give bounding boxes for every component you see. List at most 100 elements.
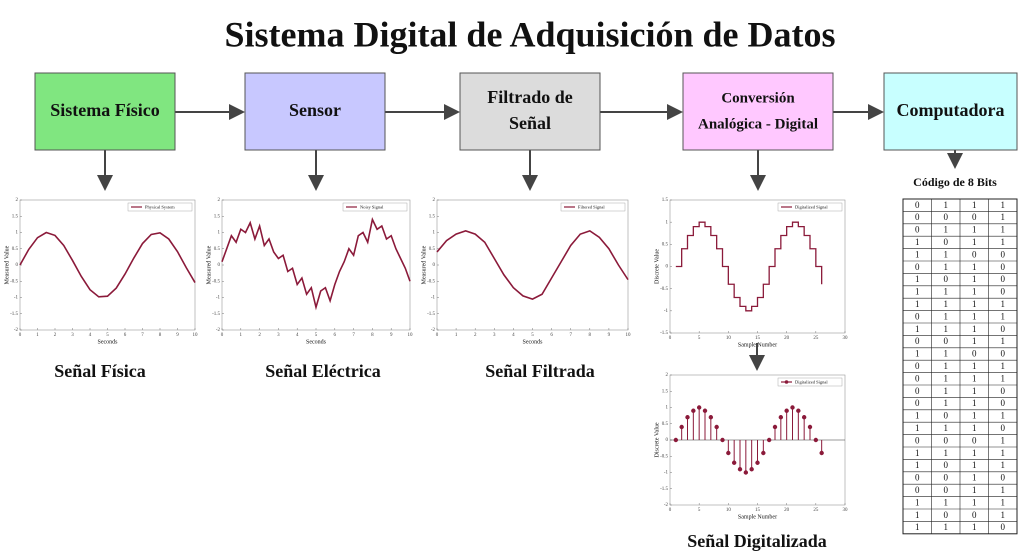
bit-cell: 1 <box>915 287 920 297</box>
x-tick-label: 3 <box>493 333 496 338</box>
stem-marker <box>766 437 772 443</box>
y-tick-label: -2 <box>216 328 221 333</box>
x-tick-label: 1 <box>36 333 39 338</box>
x-tick-label: 30 <box>843 336 849 341</box>
bit-cell: 1 <box>1001 225 1006 235</box>
bit-cell: 1 <box>944 522 949 532</box>
x-tick-label: 10 <box>726 336 732 341</box>
y-tick-label: 0.5 <box>214 247 221 252</box>
bit-cell: 1 <box>1001 373 1006 383</box>
bit-cell: 0 <box>915 386 920 396</box>
bit-cell: 1 <box>972 274 977 284</box>
stem-marker <box>702 408 708 413</box>
bit-cell: 1 <box>915 299 920 309</box>
x-tick-label: 0 <box>221 333 224 338</box>
bit-cell: 1 <box>915 349 920 359</box>
y-tick-label: -0.5 <box>660 287 668 292</box>
y-tick-label: 0.5 <box>662 242 669 247</box>
bit-cell: 1 <box>915 423 920 433</box>
x-tick-label: 1 <box>455 333 458 338</box>
y-tick-label: -1.5 <box>660 331 668 336</box>
bit-cell: 1 <box>915 274 920 284</box>
y-tick-label: -1 <box>431 296 436 301</box>
x-tick-label: 6 <box>550 333 553 338</box>
bit-cell: 1 <box>944 361 949 371</box>
plot-frame <box>436 199 629 331</box>
stem-marker <box>749 467 754 472</box>
y-tick-label: 1.5 <box>662 198 669 203</box>
y-tick-label: 1.5 <box>429 214 436 219</box>
bit-cell: 0 <box>915 361 920 371</box>
bit-cell: 0 <box>915 336 920 346</box>
bit-cell: 0 <box>915 485 920 495</box>
bit-cell: 1 <box>972 200 977 210</box>
bit-cell: 1 <box>1001 448 1006 458</box>
x-tick-label: 4 <box>296 333 299 338</box>
bit-cell: 0 <box>915 311 920 321</box>
bit-cell: 0 <box>944 460 949 470</box>
bit-cell: 0 <box>1001 423 1006 433</box>
bit-cell: 0 <box>1001 262 1006 272</box>
bit-cell: 0 <box>972 435 977 445</box>
y-axis-label: Measured Value <box>421 245 427 284</box>
legend-box <box>127 202 193 212</box>
bit-cell: 0 <box>915 435 920 445</box>
bit-cell: 1 <box>972 373 977 383</box>
bit-cell: 1 <box>972 398 977 408</box>
y-tick-label: 1 <box>666 220 669 225</box>
stem-marker <box>720 437 725 443</box>
bit-cell: 1 <box>972 287 977 297</box>
bit-cell: 1 <box>944 249 949 259</box>
bit-cell: 0 <box>1001 249 1006 259</box>
bit-cell: 1 <box>944 200 949 210</box>
x-tick-label: 20 <box>784 508 790 513</box>
y-tick-label: 2 <box>16 198 19 203</box>
signal-line <box>19 231 196 298</box>
bit-cell: 1 <box>972 423 977 433</box>
bit-cell: 1 <box>1001 510 1006 520</box>
y-tick-label: -1 <box>14 296 19 301</box>
stem-marker <box>790 405 795 410</box>
stem-marker <box>801 415 807 420</box>
bit-cell: 0 <box>915 373 920 383</box>
y-axis-label: Discrete Value <box>654 249 660 284</box>
x-tick-label: 9 <box>176 333 179 338</box>
stair-line <box>675 221 823 312</box>
x-tick-label: 25 <box>813 336 819 341</box>
bit-cell: 1 <box>1001 485 1006 495</box>
x-tick-label: 10 <box>626 333 632 338</box>
bit-cell: 1 <box>972 311 977 321</box>
bit-cell: 1 <box>944 386 949 396</box>
y-tick-label: 2 <box>666 373 669 378</box>
bit-cell: 1 <box>944 324 949 334</box>
signal-line <box>436 229 629 300</box>
x-tick-label: 30 <box>843 508 849 513</box>
legend-label: Physical System <box>145 204 175 209</box>
y-axis-label: Measured Value <box>4 245 10 284</box>
bit-cell: 1 <box>1001 212 1006 222</box>
bit-cell: 0 <box>972 212 977 222</box>
x-tick-label: 4 <box>512 333 515 338</box>
x-tick-label: 5 <box>698 336 701 341</box>
bit-cell: 1 <box>1001 299 1006 309</box>
box-label: Sistema Físico <box>50 100 160 120</box>
bit-cell: 1 <box>944 423 949 433</box>
bit-cell: 0 <box>944 435 949 445</box>
y-tick-label: -1.5 <box>660 487 668 492</box>
x-tick-label: 0 <box>436 333 439 338</box>
legend-label: Digitalized Signal <box>795 204 828 209</box>
bit-cell: 1 <box>944 225 949 235</box>
x-axis-label: Sample Number <box>738 342 777 348</box>
stem-marker <box>784 408 789 413</box>
caption: Señal Física <box>54 361 146 381</box>
bit-cell: 1 <box>1001 435 1006 445</box>
x-tick-label: 0 <box>669 508 672 513</box>
plot-frame <box>19 199 196 331</box>
x-axis-label: Seconds <box>523 339 544 345</box>
x-tick-label: 0 <box>19 333 22 338</box>
legend-box <box>342 202 408 212</box>
bit-cell: 0 <box>915 200 920 210</box>
y-tick-label: 0 <box>666 265 669 270</box>
x-tick-label: 7 <box>141 333 144 338</box>
bit-cell: 1 <box>972 225 977 235</box>
